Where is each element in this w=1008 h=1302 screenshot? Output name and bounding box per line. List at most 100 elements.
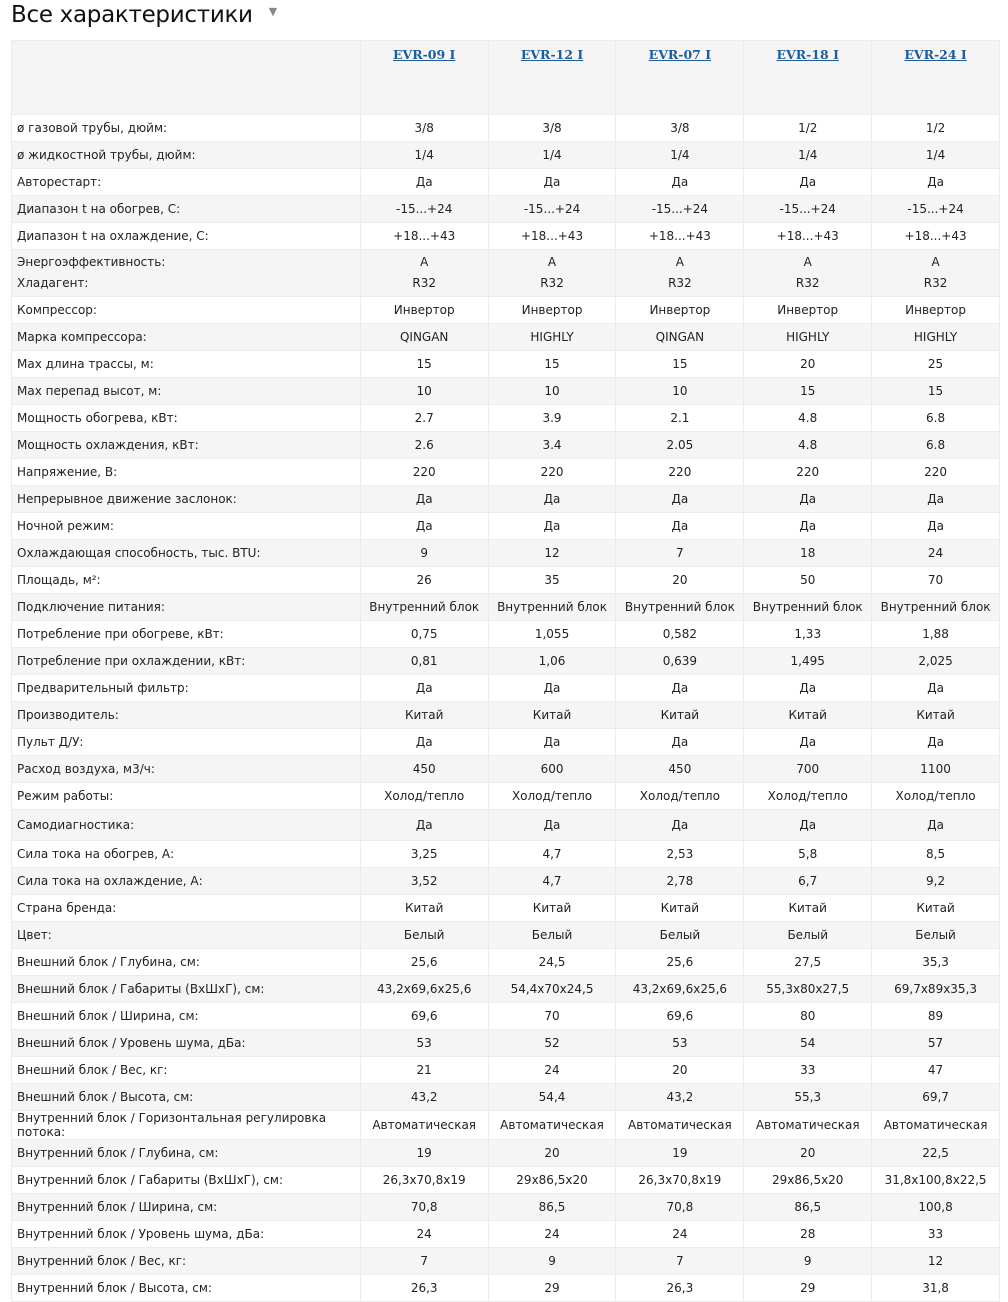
chevron-down-icon[interactable]: ▼ — [268, 5, 277, 18]
cell-value: 9 — [743, 1247, 873, 1275]
cell-value: A R32 — [871, 249, 1000, 297]
row-label: ø газовой трубы, дюйм: — [11, 114, 361, 142]
cell-value: -15...+24 — [743, 195, 873, 223]
cell-value: Китай — [487, 894, 617, 922]
cell-value: 20 — [743, 1139, 873, 1167]
cell-value: +18...+43 — [487, 222, 617, 250]
cell-value: 4.8 — [743, 431, 873, 459]
cell-value: Да — [487, 168, 617, 196]
table-row: Внутренний блок / Ширина, см: 70,8 86,5 70,… — [11, 1193, 1000, 1221]
cell-value: 7 — [615, 539, 745, 567]
table-row: Охлаждающая способность, тыс. BTU: 9 12 7 18… — [11, 539, 1000, 567]
cell-value: 10 — [487, 377, 617, 405]
row-label: Внутренний блок / Ширина, см: — [11, 1193, 361, 1221]
cell-value: 21 — [359, 1056, 489, 1084]
table-row: Компрессор: Инвертор Инвертор Инвертор Инвер… — [11, 296, 1000, 324]
cell-value: Да — [615, 168, 745, 196]
cell-value: 1,88 — [871, 620, 1000, 648]
cell-line: R32 — [540, 276, 564, 290]
cell-value: Да — [871, 485, 1000, 513]
cell-value: 53 — [359, 1029, 489, 1057]
row-label: Энергоэффективность: Хладагент: — [11, 249, 361, 297]
cell-value: 600 — [487, 755, 617, 783]
row-label: Внешний блок / Высота, см: — [11, 1083, 361, 1111]
row-label: Компрессор: — [11, 296, 361, 324]
cell-value: 89 — [871, 1002, 1000, 1030]
cell-value: Да — [487, 485, 617, 513]
cell-value: 26,3x70,8x19 — [615, 1166, 745, 1194]
cell-value: 6.8 — [871, 431, 1000, 459]
cell-value: -15...+24 — [615, 195, 745, 223]
cell-value: Да — [359, 512, 489, 540]
cell-value: 15 — [871, 377, 1000, 405]
cell-line: A — [420, 255, 429, 269]
cell-value: +18...+43 — [743, 222, 873, 250]
title-text: Все характеристики — [11, 2, 253, 28]
cell-value: Автоматическая — [359, 1110, 489, 1140]
model-column-header: EVR-09 I — [359, 40, 489, 115]
cell-value: 9 — [359, 539, 489, 567]
cell-value: 29x86,5x20 — [743, 1166, 873, 1194]
cell-value: 31,8 — [871, 1274, 1000, 1302]
table-row: Внешний блок / Вес, кг: 21 24 20 33 47 — [11, 1056, 1000, 1084]
table-row: ø жидкостной трубы, дюйм: 1/4 1/4 1/4 1/4 1/4 — [11, 141, 1000, 169]
table-row: Сила тока на охлаждение, А: 3,52 4,7 2,78 6,… — [11, 867, 1000, 895]
cell-value: 3/8 — [487, 114, 617, 142]
cell-value: 15 — [359, 350, 489, 378]
cell-value: 26,3 — [615, 1274, 745, 1302]
row-label-line: Энергоэффективность: — [17, 255, 166, 269]
table-row: Внешний блок / Ширина, см: 69,6 70 69,6 80 89 — [11, 1002, 1000, 1030]
cell-value: Да — [871, 674, 1000, 702]
row-label: Диапазон t на обогрев, С: — [11, 195, 361, 223]
table-row: Внутренний блок / Горизонтальная регулир… — [11, 1110, 1000, 1140]
cell-value: QINGAN — [359, 323, 489, 351]
cell-value: 220 — [615, 458, 745, 486]
cell-value: Да — [743, 674, 873, 702]
cell-value: 20 — [487, 1139, 617, 1167]
cell-value: 4.8 — [743, 404, 873, 432]
cell-value: Да — [615, 485, 745, 513]
cell-value: Китай — [743, 894, 873, 922]
cell-value: 24 — [871, 539, 1000, 567]
cell-value: 35 — [487, 566, 617, 594]
cell-value: 25,6 — [615, 948, 745, 976]
cell-value: 15 — [487, 350, 617, 378]
table-row: Мах длина трассы, м: 15 15 15 20 25 — [11, 350, 1000, 378]
cell-value: 47 — [871, 1056, 1000, 1084]
cell-value: 1/4 — [615, 141, 745, 169]
cell-value: 20 — [743, 350, 873, 378]
model-link[interactable]: EVR-24 I — [904, 47, 967, 62]
cell-value: 80 — [743, 1002, 873, 1030]
cell-value: 3/8 — [615, 114, 745, 142]
cell-value: 0,582 — [615, 620, 745, 648]
cell-value: 26,3 — [359, 1274, 489, 1302]
row-label: Потребление при обогреве, кВт: — [11, 620, 361, 648]
cell-value: QINGAN — [615, 323, 745, 351]
row-label: Марка компрессора: — [11, 323, 361, 351]
cell-value: 29x86,5x20 — [487, 1166, 617, 1194]
cell-value: HIGHLY — [871, 323, 1000, 351]
cell-value: 0,81 — [359, 647, 489, 675]
cell-value: 1,33 — [743, 620, 873, 648]
cell-value: Автоматическая — [487, 1110, 617, 1140]
cell-value: -15...+24 — [359, 195, 489, 223]
cell-value: Белый — [359, 921, 489, 949]
model-link[interactable]: EVR-12 I — [520, 47, 584, 62]
cell-value: 70 — [871, 566, 1000, 594]
model-link[interactable]: EVR-09 I — [392, 47, 456, 62]
cell-value: Да — [743, 512, 873, 540]
row-label: Производитель: — [11, 701, 361, 729]
model-link[interactable]: EVR-18 I — [776, 47, 839, 62]
model-link[interactable]: EVR-07 I — [648, 47, 712, 62]
cell-value: Да — [871, 512, 1000, 540]
row-label: Непрерывное движение заслонок: — [11, 485, 361, 513]
row-label: Сила тока на охлаждение, А: — [11, 867, 361, 895]
cell-value: 26,3x70,8x19 — [359, 1166, 489, 1194]
cell-value: Китай — [359, 894, 489, 922]
table-row: Потребление при охлаждении, кВт: 0,81 1,06… — [11, 647, 1000, 675]
cell-value: Внутренний блок — [743, 593, 873, 621]
cell-value: 2.05 — [615, 431, 745, 459]
header-empty — [11, 40, 361, 115]
table-row: Внутренний блок / Уровень шума, дБа: 24 24… — [11, 1220, 1000, 1248]
cell-value: 450 — [359, 755, 489, 783]
